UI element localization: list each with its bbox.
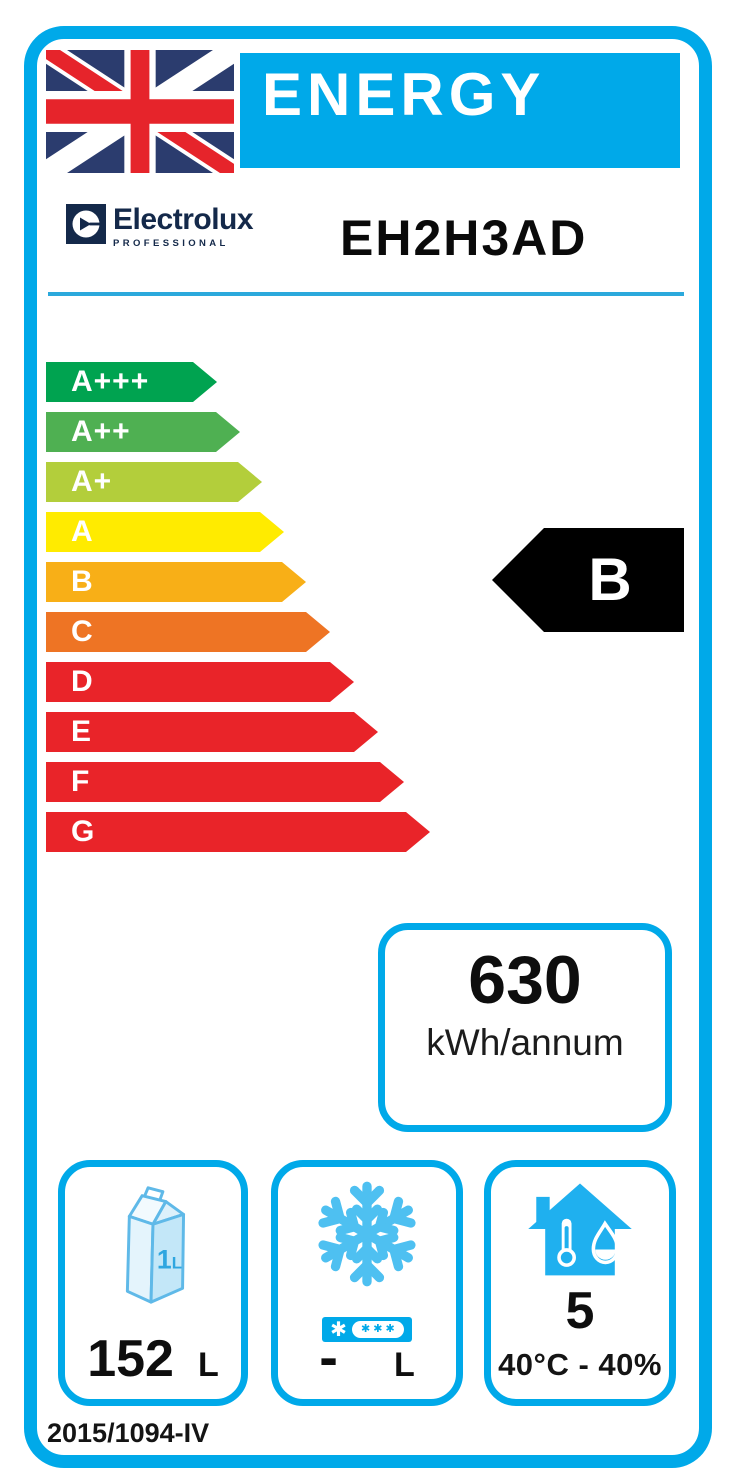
consumption-box: 630 kWh/annum xyxy=(378,923,672,1132)
rating-grade: B xyxy=(588,546,632,613)
milk-carton-icon: 1L xyxy=(125,1186,186,1304)
scale-arrow-a2: A++ xyxy=(46,412,240,452)
scale-arrow-a1: A+ xyxy=(46,462,262,502)
brand-name: Electrolux xyxy=(113,203,254,236)
freezer-star-pill: ✱ ✱ ✱ xyxy=(351,1321,404,1338)
scale-arrow-a3: A+++ xyxy=(46,362,217,402)
scale-arrow-g: G xyxy=(46,812,430,852)
freezer-small-star-icon: ✱ xyxy=(361,1323,371,1335)
scale-arrow-d: D xyxy=(46,662,354,702)
freezer-volume-row: - L xyxy=(278,1329,456,1385)
scale-arrow-e: E xyxy=(46,712,378,752)
freezer-volume-value: - xyxy=(319,1325,338,1388)
consumption-unit: kWh/annum xyxy=(426,1022,624,1063)
regulation-reference: 2015/1094-IV xyxy=(47,1418,210,1448)
rating-scale: A+++ A++ A+ A B C D E F G xyxy=(46,362,430,862)
model-number: EH2H3AD xyxy=(340,210,588,266)
energy-banner: ENERGY xyxy=(240,53,680,168)
energy-banner-title: ENERGY xyxy=(262,61,546,128)
climate-class-box: 5 40°C - 40% xyxy=(484,1160,676,1406)
electrolux-logo-icon xyxy=(66,204,106,244)
fridge-volume-value: 152 xyxy=(87,1330,174,1388)
freezer-volume-unit: L xyxy=(393,1346,415,1384)
consumption-value: 630 xyxy=(468,942,582,1018)
header-divider xyxy=(48,292,684,296)
freezer-small-star-icon: ✱ xyxy=(373,1323,383,1335)
brand-subtitle: PROFESSIONAL xyxy=(113,238,229,249)
fridge-volume-row: 152 L xyxy=(65,1333,241,1385)
scale-arrow-a: A xyxy=(46,512,284,552)
svg-text:1L: 1L xyxy=(157,1245,182,1275)
climate-class-value: 5 xyxy=(565,1282,595,1340)
scale-arrow-f: F xyxy=(46,762,404,802)
climate-condition: 40°C - 40% xyxy=(498,1347,662,1382)
freezer-star-icon: ✱ xyxy=(330,1318,347,1341)
house-climate-icon xyxy=(528,1183,632,1276)
scale-arrow-b: B xyxy=(46,562,306,602)
freezer-small-star-icon: ✱ xyxy=(385,1323,395,1335)
scale-arrow-c: C xyxy=(46,612,330,652)
brand-text: Electrolux PROFESSIONAL xyxy=(113,203,254,250)
label-border xyxy=(24,26,712,1468)
uk-flag-icon xyxy=(46,50,234,173)
freezer-star-rating-badge: ✱ ✱ ✱ ✱ xyxy=(322,1317,412,1342)
snowflake-icon xyxy=(310,1177,424,1291)
fridge-volume-box: 1L 152 L xyxy=(58,1160,248,1406)
freezer-volume-box: ✱ ✱ ✱ ✱ - L xyxy=(271,1160,463,1406)
fridge-volume-unit: L xyxy=(197,1346,219,1384)
